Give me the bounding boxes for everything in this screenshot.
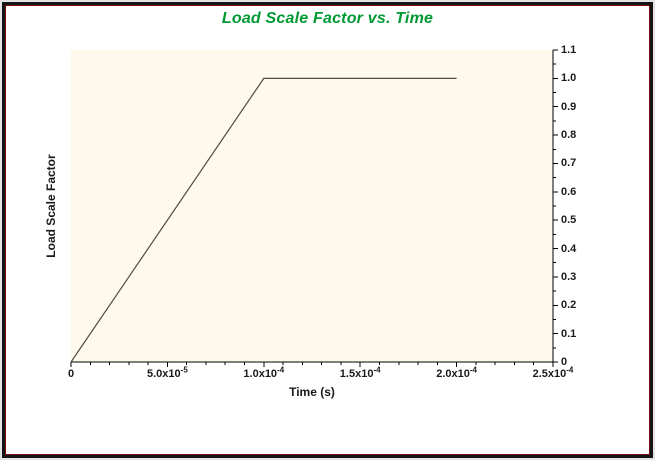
x-tick-label-text: 2.0x10 [436,368,470,380]
x-tick-label-text: 2.5x10 [532,368,567,380]
x-tick-label: 5.0x10-5 [127,365,207,380]
x-tick-label-exponent: -4 [277,365,285,375]
y-tick-label-text: 0.4 [561,242,577,255]
x-tick-label: 1.5x10-4 [320,365,400,380]
x-tick-label-text: 5.0x10 [147,368,181,380]
y-tick-label-text: 0.5 [561,214,577,227]
y-tick-label: 0 [561,355,567,369]
y-tick-label: 0.1 [561,327,576,341]
y-tick-label: 0.5 [561,213,576,227]
y-tick-label-text: 0.3 [561,270,577,283]
x-tick-label-exponent: -5 [180,365,188,375]
x-tick-label-text: 1.0x10 [243,368,278,380]
chart-title: Load Scale Factor vs. Time [221,10,434,27]
chart-canvas [70,49,558,367]
y-tick-label: 1.0 [561,71,576,85]
y-tick-label: 0.8 [561,128,576,142]
plot-area [71,50,553,362]
y-tick-label: 0.4 [561,242,576,256]
y-tick-label-text: 0.7 [561,157,577,170]
y-tick-label-text: 0.8 [561,129,577,142]
x-tick-label: 0 [31,368,111,380]
y-tick-label-text: 1.0 [561,72,577,85]
y-tick-label-text: 0.6 [561,185,577,198]
x-tick-label: 2.0x10-4 [417,365,497,380]
y-tick-label: 0.3 [561,270,576,284]
y-tick-label: 0.6 [561,185,576,199]
y-tick-label-text: 0.2 [561,299,577,312]
y-tick-label: 0.2 [561,298,576,312]
x-tick-label-text: 1.5x10 [339,368,374,380]
x-tick-label-exponent: -4 [566,365,574,375]
y-tick-label-text: 0.9 [561,100,577,113]
y-axis-label: Load Scale Factor [44,154,58,258]
y-tick-label-text: 0 [561,356,568,368]
y-tick-label: 1.1 [561,43,576,57]
y-tick-label-text: 1.1 [561,44,577,56]
x-tick-label-exponent: -4 [469,365,477,375]
data-line [70,77,457,363]
x-tick-label: 1.0x10-4 [224,365,304,380]
y-tick-label: 0.7 [561,156,576,170]
y-tick-label-text: 0.1 [561,327,577,340]
x-tick-label: 2.5x10-4 [513,365,593,380]
y-tick-label: 0.9 [561,100,576,114]
x-axis-label: Time (s) [289,385,335,399]
x-tick-label-text: 0 [67,368,75,380]
x-tick-label-exponent: -4 [373,365,381,375]
